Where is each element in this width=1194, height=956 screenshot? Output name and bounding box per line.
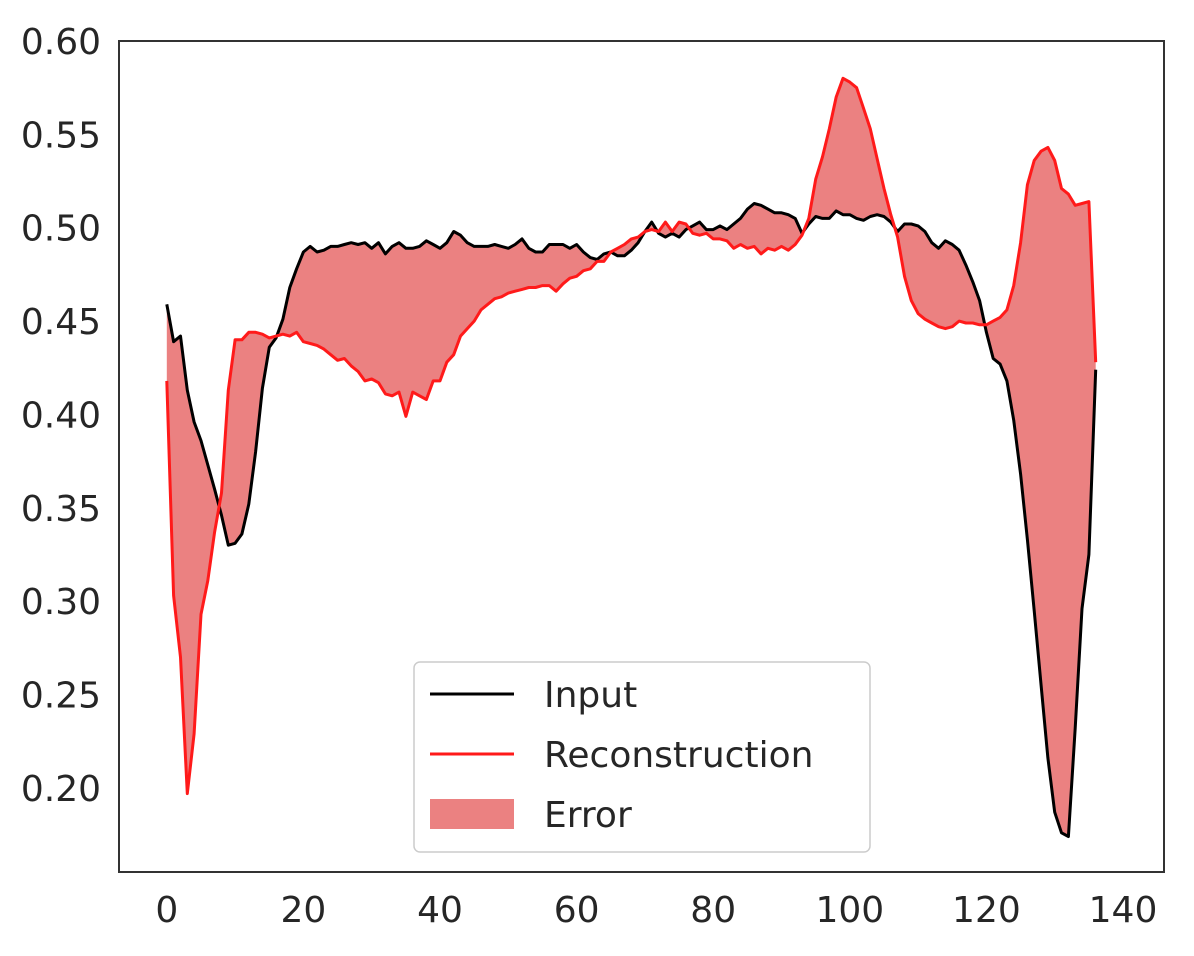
- legend: Input Reconstruction Error: [413, 661, 871, 853]
- x-tick-label: 120: [952, 890, 1021, 931]
- x-tick-label: 0: [155, 890, 178, 931]
- y-tick-label: 0.60: [21, 22, 101, 63]
- x-tick-label: 40: [417, 890, 463, 931]
- y-tick-label: 0.55: [21, 115, 101, 156]
- legend-input-label: Input: [544, 675, 637, 716]
- legend-error-swatch: [430, 799, 514, 829]
- y-tick-label: 0.25: [21, 676, 101, 717]
- series-lines: [165, 76, 1098, 838]
- y-tick-label: 0.30: [21, 582, 101, 623]
- error-fill: [166, 78, 1096, 837]
- x-tick-label: 80: [690, 890, 736, 931]
- legend-error-label: Error: [544, 795, 632, 836]
- x-axis-ticks: 0 20 40 60 80 100 120 140: [155, 890, 1157, 931]
- legend-reconstruction-label: Reconstruction: [544, 735, 813, 776]
- error-fill-area: [166, 78, 1096, 837]
- series-line-reconstruction: [165, 76, 1098, 796]
- y-tick-label: 0.40: [21, 395, 101, 436]
- y-tick-label: 0.20: [21, 769, 101, 810]
- plot-frame: [118, 40, 1165, 873]
- x-tick-label: 20: [281, 890, 327, 931]
- y-tick-label: 0.50: [21, 209, 101, 250]
- x-tick-label: 60: [554, 890, 600, 931]
- y-tick-label: 0.35: [21, 489, 101, 530]
- y-axis-ticks: 0.20 0.25 0.30 0.35 0.40 0.45 0.50 0.55 0.60: [21, 22, 101, 810]
- y-tick-label: 0.45: [21, 302, 101, 343]
- series-line-input: [165, 202, 1098, 838]
- x-tick-label: 140: [1089, 890, 1158, 931]
- legend-box: [413, 661, 871, 853]
- x-tick-label: 100: [815, 890, 884, 931]
